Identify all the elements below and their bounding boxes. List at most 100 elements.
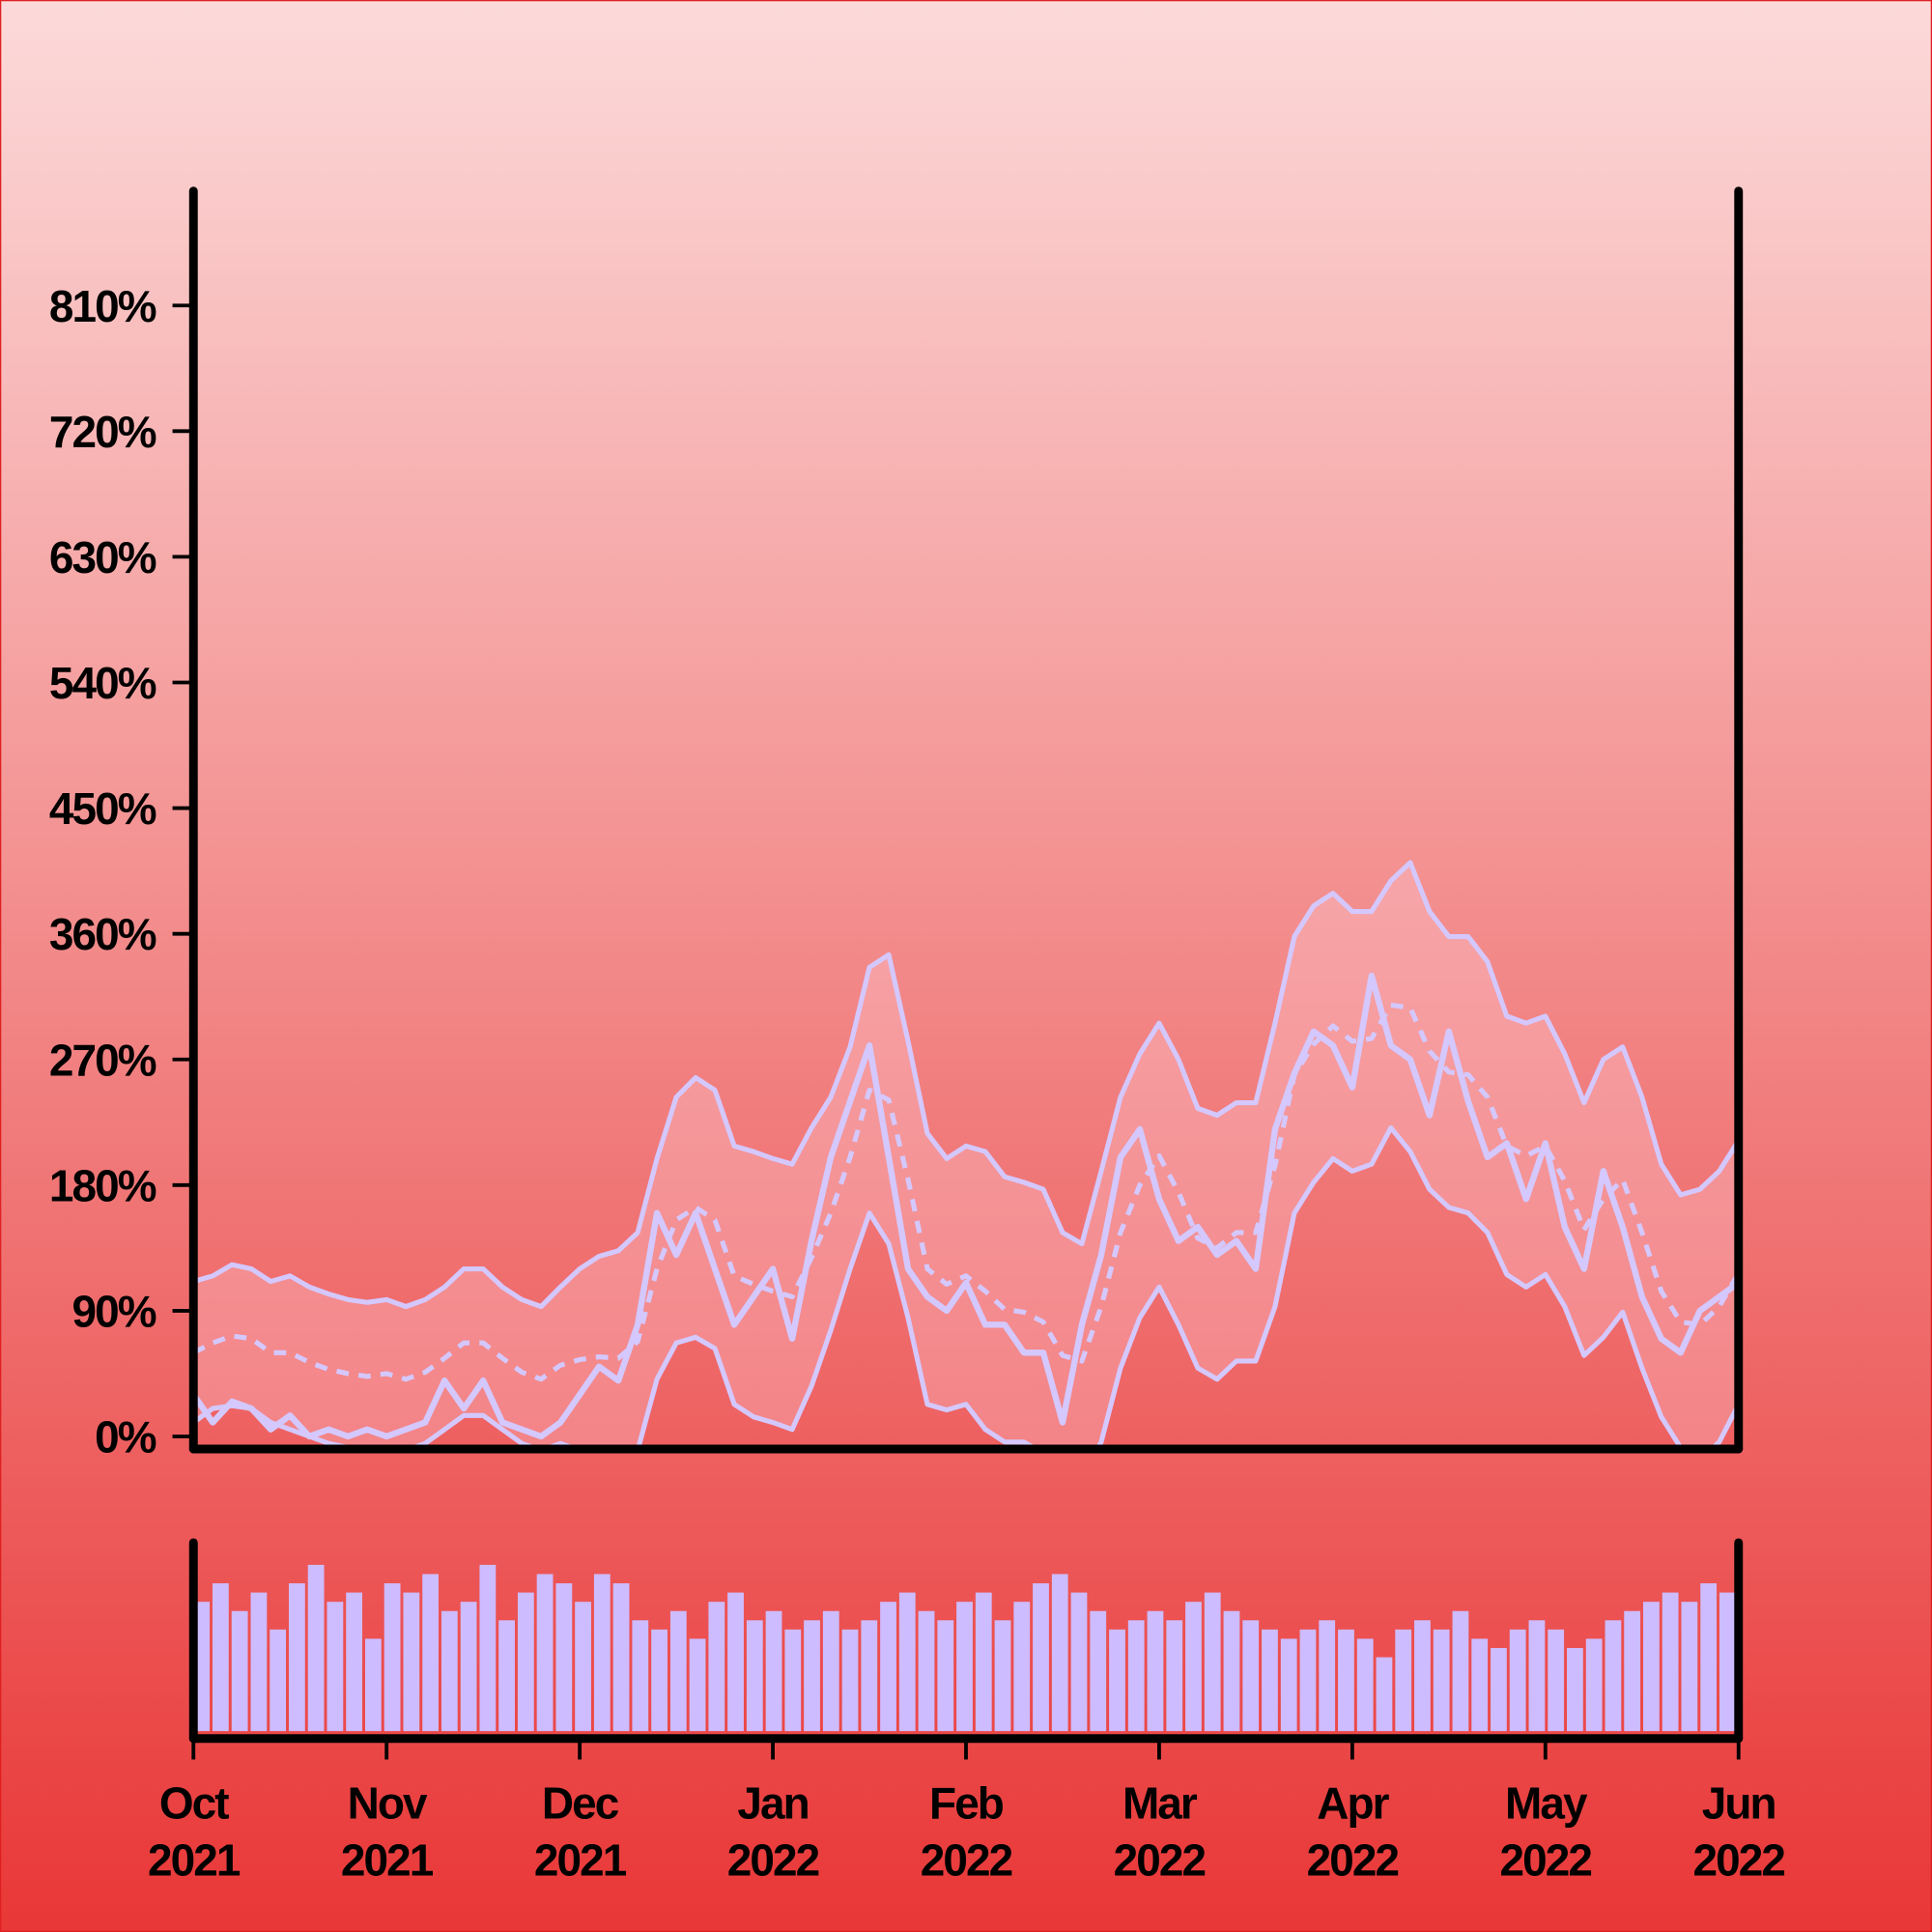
- volume-bar: [669, 1610, 687, 1732]
- volume-bar: [689, 1638, 706, 1732]
- axes: 0% 90% 180% 270% 360% 450% 540% 630% 720% 810% Oct…: [49, 186, 1786, 1886]
- x-tick-label: Oct 2021: [148, 1778, 241, 1886]
- y-tick-label: 180%: [49, 1160, 156, 1210]
- y-tick-label: 0%: [95, 1412, 156, 1463]
- volume-bar: [1376, 1657, 1393, 1732]
- volume-bar: [1356, 1638, 1374, 1732]
- volume-bar: [1548, 1629, 1565, 1732]
- volume-bar: [1204, 1592, 1221, 1732]
- volume-bar: [898, 1592, 916, 1732]
- volume-bar: [1643, 1602, 1660, 1732]
- volume-bar: [1262, 1629, 1278, 1732]
- volume-bar: [765, 1610, 782, 1732]
- series-line: [193, 860, 1739, 1310]
- volume-bar: [346, 1592, 363, 1732]
- volume-bar: [1624, 1610, 1641, 1732]
- volume-bar: [1719, 1592, 1736, 1732]
- y-tick-label: 630%: [49, 532, 156, 582]
- x-tick-label: Apr 2022: [1307, 1778, 1399, 1886]
- series-line: [193, 1125, 1739, 1449]
- volume-bar: [231, 1610, 248, 1732]
- volume-bar: [784, 1629, 802, 1732]
- volume-bar: [1681, 1602, 1698, 1732]
- volume-bar: [841, 1629, 859, 1732]
- volume-bar: [1299, 1629, 1317, 1732]
- volume-bar: [994, 1620, 1011, 1732]
- x-tick-label: Mar 2022: [1114, 1778, 1206, 1886]
- volume-bar: [270, 1629, 287, 1732]
- volume-bar: [1509, 1629, 1526, 1732]
- volume-bar: [593, 1574, 611, 1732]
- y-tick-label: 270%: [49, 1035, 156, 1085]
- volume-bar: [918, 1610, 935, 1732]
- volume-bar: [1700, 1583, 1718, 1732]
- volume-bar: [1414, 1620, 1431, 1732]
- volume-bar: [975, 1592, 992, 1732]
- series-line: [193, 1002, 1739, 1382]
- volume-bar: [1223, 1610, 1240, 1732]
- volume-bar: [937, 1620, 954, 1732]
- volume-bar: [1070, 1592, 1088, 1732]
- volume-bar: [1433, 1629, 1450, 1732]
- volume-bar: [1452, 1610, 1469, 1732]
- volume-area: [193, 1564, 1736, 1732]
- volume-bar: [1051, 1574, 1068, 1732]
- volume-bar: [1013, 1602, 1031, 1732]
- volume-bar: [327, 1602, 344, 1732]
- volume-bar: [651, 1629, 668, 1732]
- volume-bar: [460, 1602, 477, 1732]
- volume-bar: [1147, 1610, 1164, 1732]
- volume-bar: [498, 1620, 515, 1732]
- volume-bar: [632, 1620, 649, 1732]
- volume-bar: [1166, 1620, 1183, 1732]
- volume-bar: [1567, 1647, 1583, 1732]
- volume-bar: [536, 1574, 554, 1732]
- volume-bar: [517, 1592, 534, 1732]
- volume-bar: [804, 1620, 820, 1732]
- x-tick-label: Feb 2022: [921, 1778, 1012, 1886]
- volume-bar: [384, 1583, 401, 1732]
- plot-area: [193, 860, 1739, 1449]
- band-fill: [193, 862, 1739, 1449]
- volume-bar: [1185, 1602, 1202, 1732]
- volume-bar: [479, 1564, 497, 1732]
- volume-bar: [1528, 1620, 1546, 1732]
- volume-bar: [1338, 1629, 1354, 1732]
- volume-bar: [880, 1602, 896, 1732]
- volume-bar: [1319, 1620, 1336, 1732]
- volume-bar: [1109, 1629, 1125, 1732]
- volume-bar: [213, 1583, 229, 1732]
- volume-bar: [403, 1592, 420, 1732]
- volume-bar: [1471, 1638, 1489, 1732]
- volume-bar: [1605, 1620, 1622, 1732]
- y-tick-label: 540%: [49, 658, 156, 708]
- x-tick-label: Jun 2022: [1693, 1778, 1785, 1886]
- x-tick-label: May 2022: [1500, 1778, 1592, 1886]
- volume-bar: [307, 1564, 325, 1732]
- y-tick-label: 90%: [72, 1286, 156, 1336]
- volume-bar: [1242, 1620, 1260, 1732]
- volume-bar: [612, 1583, 630, 1732]
- volume-bar: [1033, 1583, 1049, 1732]
- volume-bar: [422, 1574, 440, 1732]
- y-tick-label: 810%: [49, 281, 156, 331]
- volume-bar: [727, 1592, 744, 1732]
- x-tick-label: Jan 2022: [727, 1778, 819, 1886]
- volume-bar: [708, 1602, 725, 1732]
- series-line: [193, 972, 1739, 1440]
- volume-bar: [861, 1620, 878, 1732]
- volume-bar: [555, 1583, 573, 1732]
- volume-bar: [1127, 1620, 1145, 1732]
- volume-bar: [440, 1610, 458, 1732]
- volume-bar: [575, 1602, 591, 1732]
- volume-bar: [1090, 1610, 1107, 1732]
- volume-bar: [1280, 1638, 1297, 1732]
- volume-bar: [1585, 1638, 1603, 1732]
- y-tick-label: 720%: [49, 407, 156, 457]
- volume-bar: [250, 1592, 268, 1732]
- y-tick-label: 450%: [49, 783, 156, 834]
- volume-bar: [1395, 1629, 1412, 1732]
- volume-bar: [1491, 1647, 1507, 1732]
- volume-bar: [1662, 1592, 1679, 1732]
